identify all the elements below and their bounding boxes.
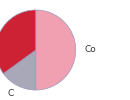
Wedge shape [0,10,36,74]
Text: C: C [7,89,14,98]
Text: Co: Co [84,46,96,54]
Wedge shape [36,10,76,90]
Wedge shape [3,50,36,90]
